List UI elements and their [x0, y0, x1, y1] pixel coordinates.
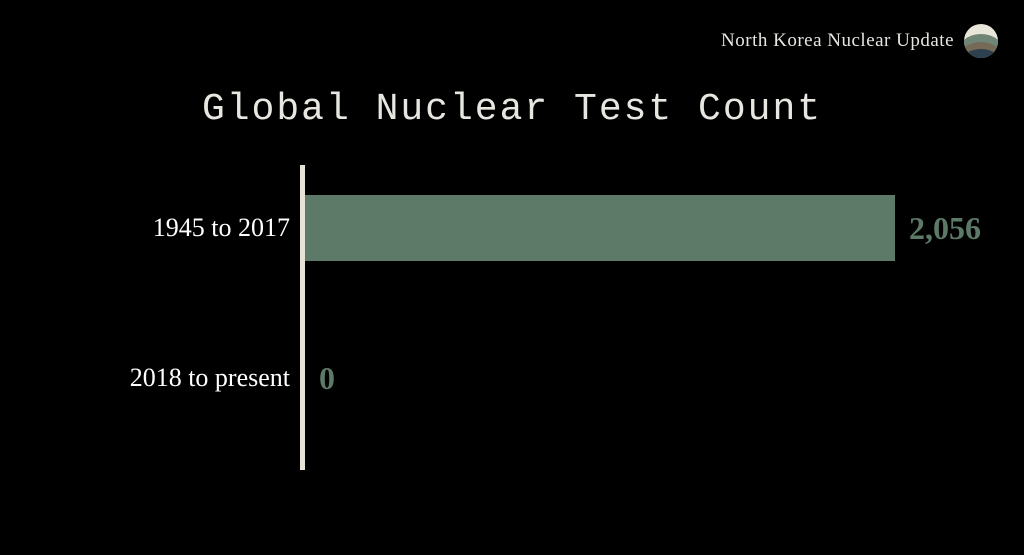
logo-icon — [964, 24, 998, 58]
bar-chart: 1945 to 2017 2,056 2018 to present 0 — [90, 165, 940, 485]
chart-title: Global Nuclear Test Count — [0, 88, 1024, 131]
bar-value: 2,056 — [909, 210, 981, 247]
chart-row: 1945 to 2017 2,056 — [90, 193, 940, 263]
bar — [305, 195, 895, 261]
row-label: 2018 to present — [90, 363, 290, 393]
bar-value: 0 — [319, 360, 335, 397]
header: North Korea Nuclear Update — [721, 24, 998, 58]
chart-row: 2018 to present 0 — [90, 343, 940, 413]
header-title: North Korea Nuclear Update — [721, 30, 954, 52]
row-label: 1945 to 2017 — [90, 213, 290, 243]
